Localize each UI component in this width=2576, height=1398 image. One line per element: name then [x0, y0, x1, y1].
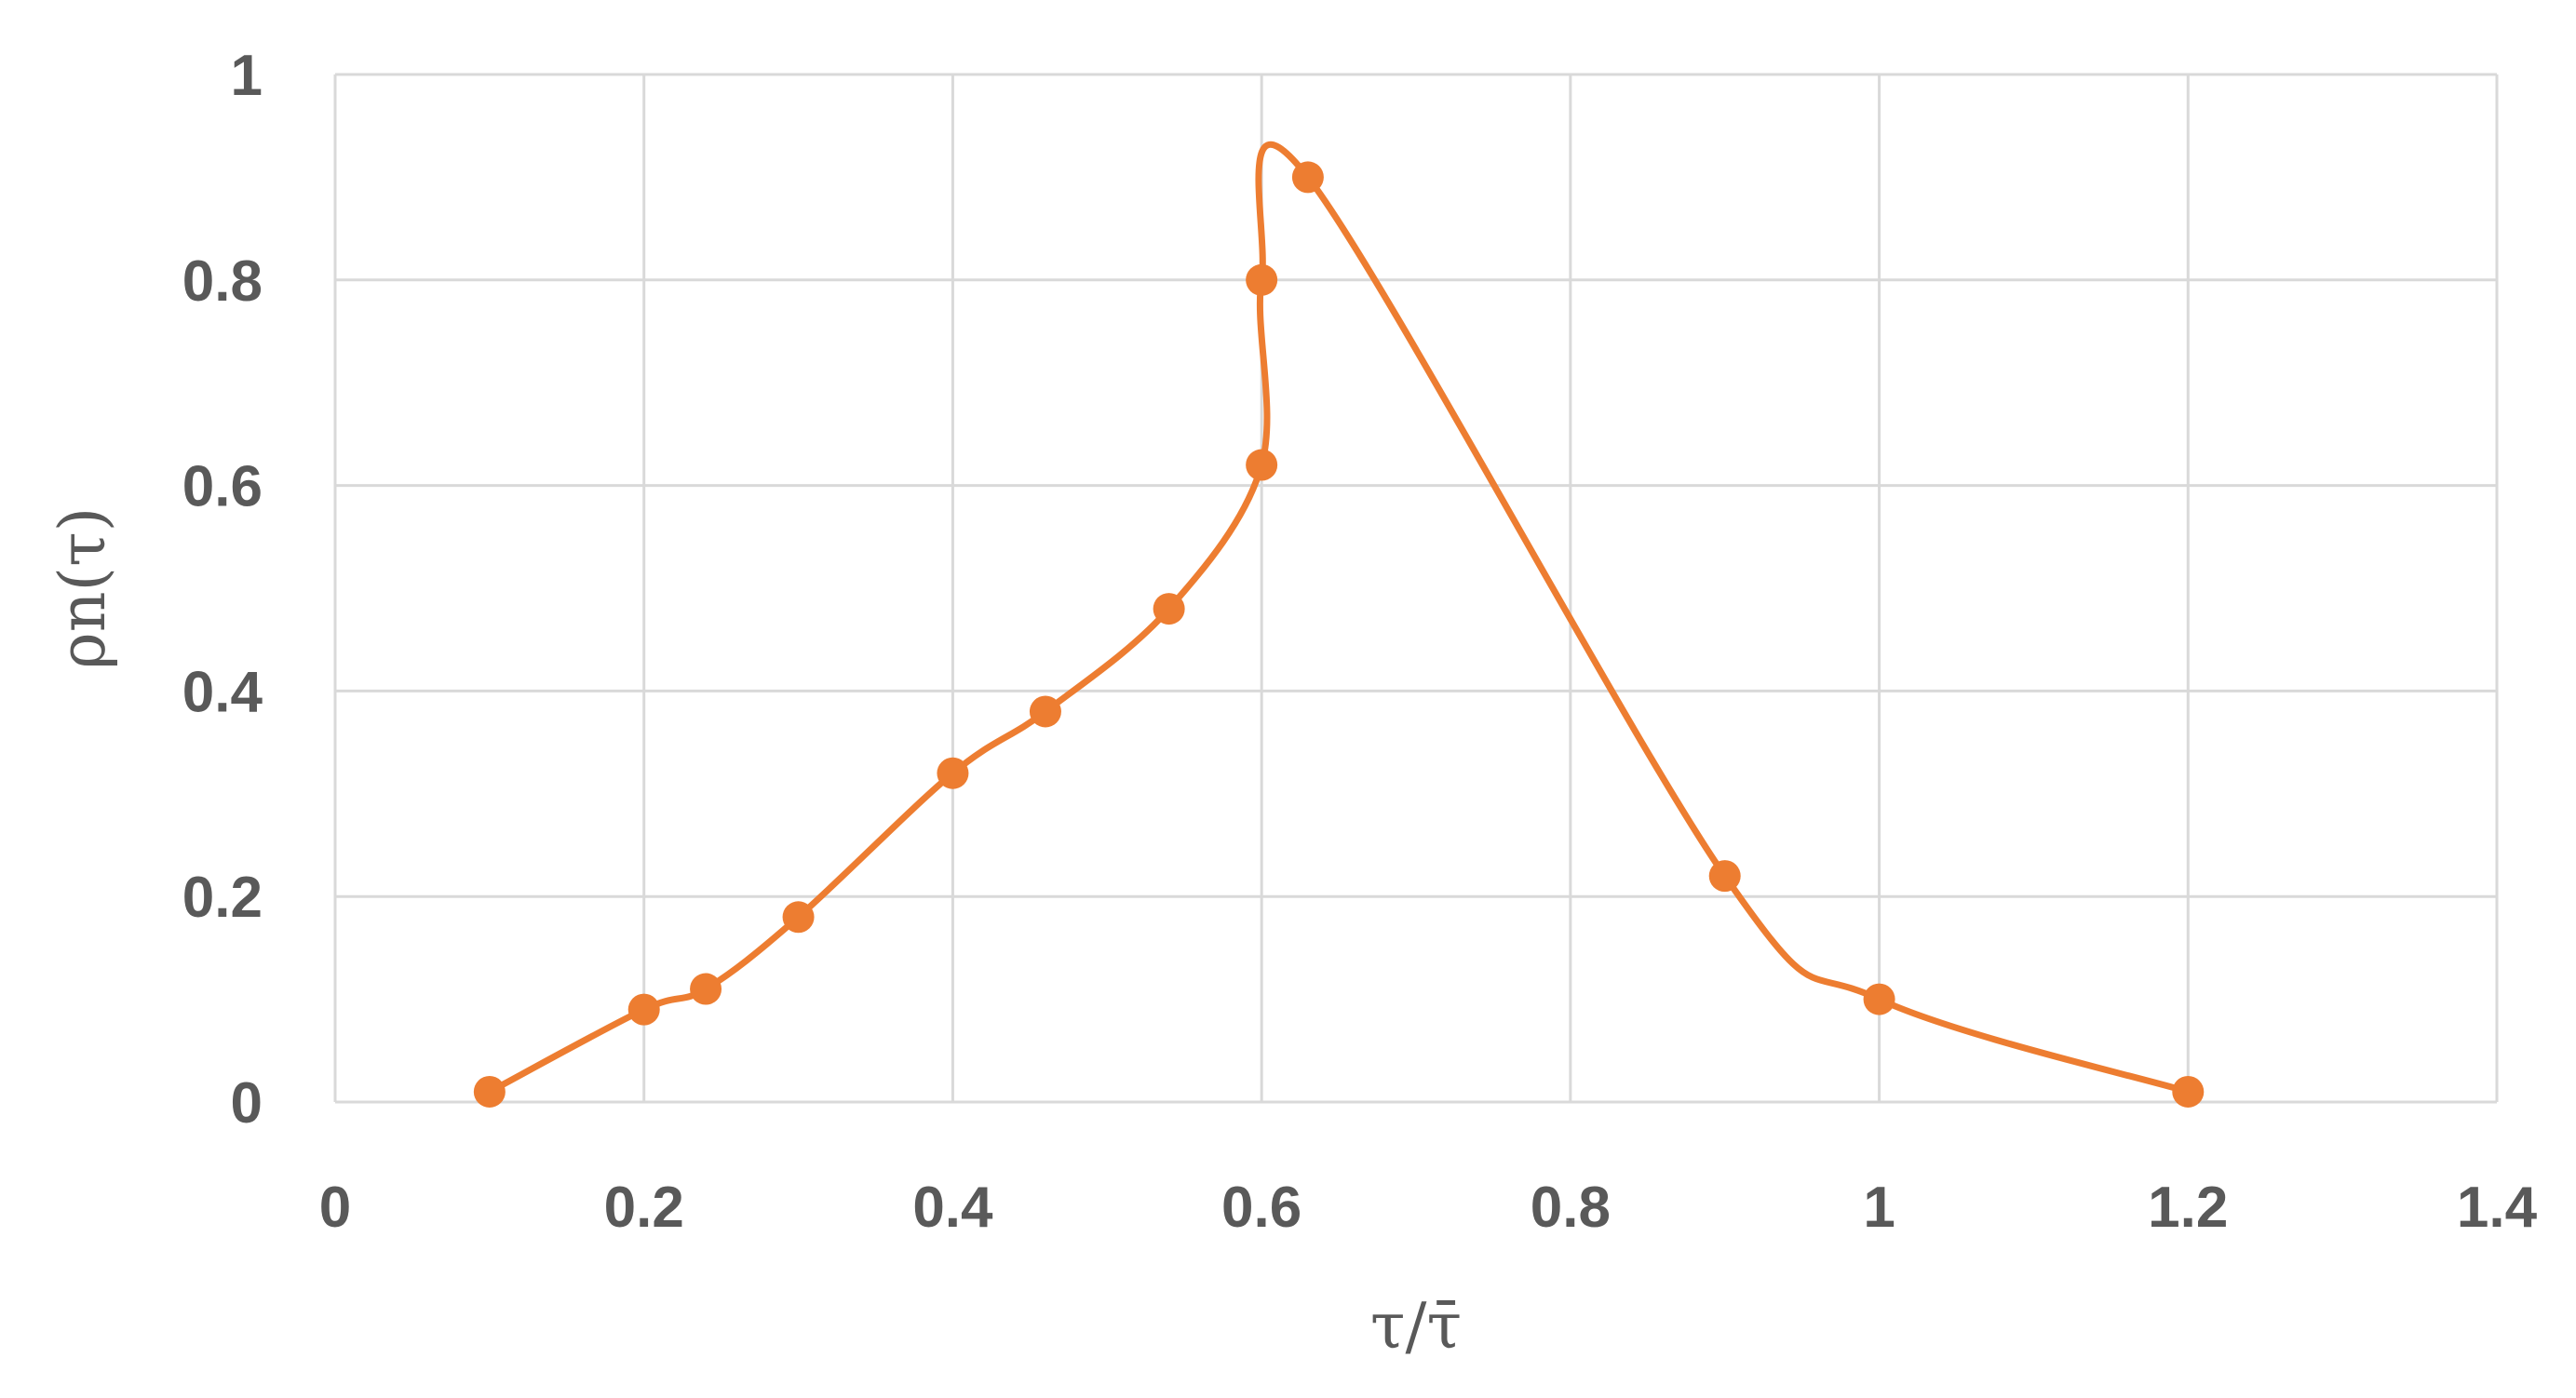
plot-area — [473, 141, 2205, 1108]
y-axis-tick-labels: 0 0.2 0.4 0.6 0.8 1 — [182, 44, 263, 1136]
y-tick-label: 0.2 — [182, 866, 263, 930]
y-tick-label: 1 — [231, 44, 263, 108]
x-tick-label: 0.8 — [1531, 1176, 1611, 1240]
data-point — [1246, 449, 1278, 481]
y-tick-label: 0 — [231, 1071, 263, 1136]
x-tick-label: 1.4 — [2457, 1176, 2538, 1240]
data-point — [1291, 161, 1324, 194]
data-point — [473, 1075, 506, 1108]
x-tick-label: 0.4 — [912, 1176, 993, 1240]
data-point — [1863, 983, 1895, 1015]
data-point — [2172, 1075, 2205, 1108]
data-point — [782, 901, 815, 934]
x-tick-label: 1.2 — [2148, 1176, 2228, 1240]
series-line — [486, 141, 2192, 1096]
data-point — [1708, 860, 1741, 893]
data-point — [937, 757, 969, 789]
x-axis-title: τ/τ̄ — [1370, 1290, 1462, 1364]
y-axis-title: ρn(τ) — [47, 507, 120, 669]
x-tick-label: 0 — [319, 1176, 351, 1240]
data-point — [627, 993, 660, 1026]
data-point — [1029, 695, 1061, 728]
x-tick-label: 1 — [1863, 1176, 1895, 1240]
data-point — [690, 973, 722, 1005]
x-axis-tick-labels: 0 0.2 0.4 0.6 0.8 1 1.2 1.4 — [319, 1176, 2538, 1240]
x-tick-label: 0.6 — [1221, 1176, 1301, 1240]
x-tick-label: 0.2 — [604, 1176, 684, 1240]
y-tick-label: 0.6 — [182, 455, 263, 519]
y-tick-label: 0.8 — [182, 249, 263, 314]
y-tick-label: 0.4 — [182, 660, 263, 724]
data-point — [1153, 593, 1185, 625]
data-point — [1246, 263, 1278, 296]
gridlines — [333, 73, 2499, 1104]
